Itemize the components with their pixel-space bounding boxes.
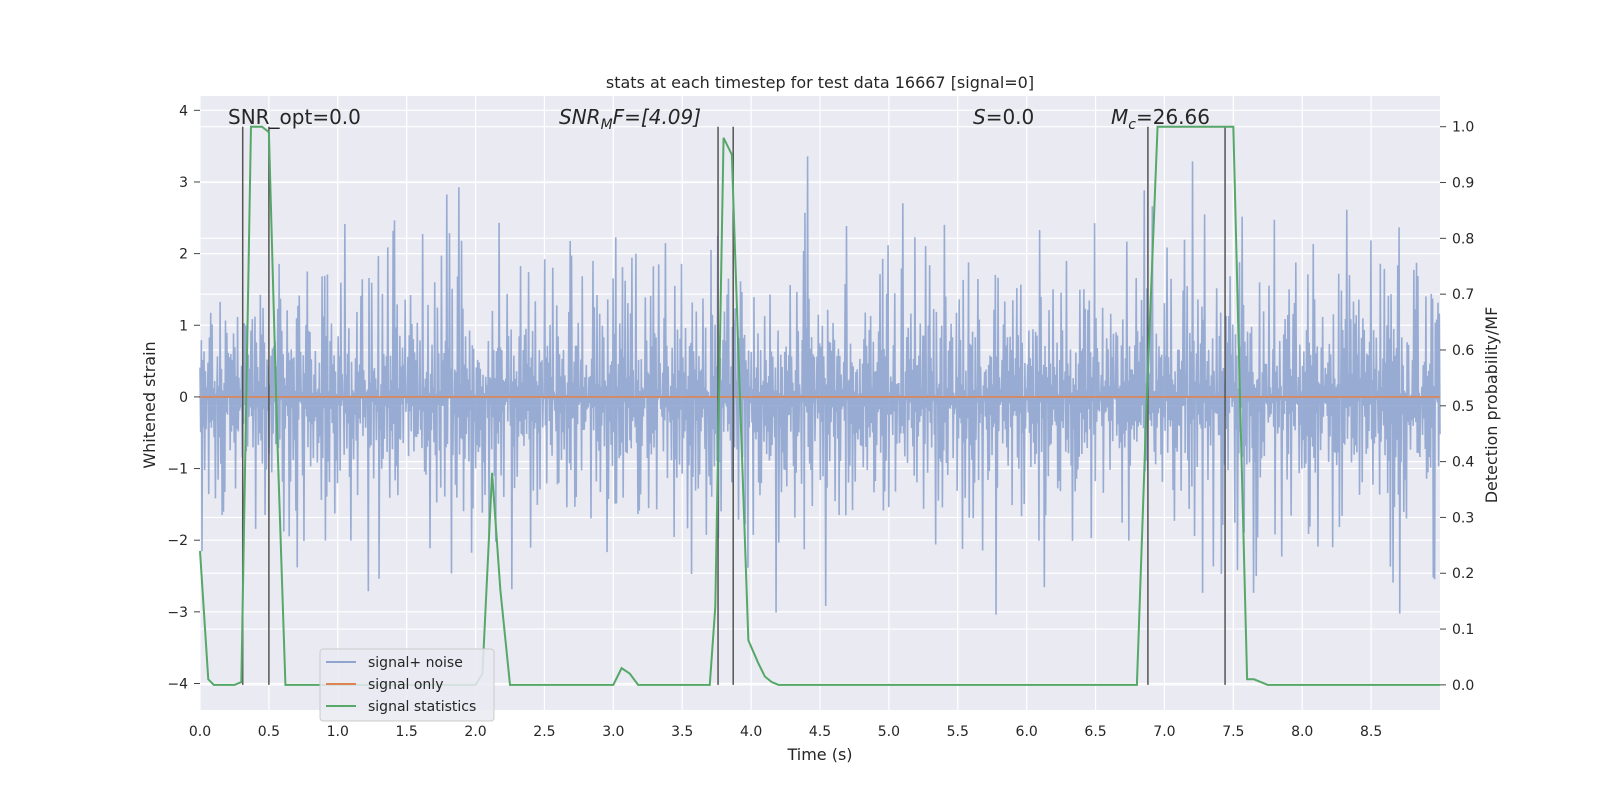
x-tick-label: 5.0 bbox=[878, 724, 900, 740]
y-axis-right-label: Detection probability/MF bbox=[1482, 307, 1501, 504]
y-left-tick-label: 4 bbox=[179, 103, 188, 119]
x-tick-label: 0.5 bbox=[258, 724, 280, 740]
y-left-tick-label: −2 bbox=[167, 533, 188, 549]
annotation-snr-mf: SNRMF=[4.09] bbox=[559, 105, 701, 133]
y-axis-right-ticks: 1.0 0.9 0.8 0.7 0.6 0.5 0.4 0.3 0.2 0.1 0.0 bbox=[1440, 120, 1474, 694]
legend-label-signal-only: signal only bbox=[368, 677, 443, 693]
y-left-tick-label: −1 bbox=[167, 462, 188, 478]
x-tick-label: 1.5 bbox=[396, 724, 418, 740]
x-tick-label: 4.5 bbox=[809, 724, 831, 740]
y-right-tick-label: 0.8 bbox=[1452, 231, 1474, 247]
signal-statistics-line bbox=[199, 125, 1440, 686]
chart-title: stats at each timestep for test data 166… bbox=[606, 73, 1034, 92]
annotation-s: S=0.0 bbox=[973, 105, 1034, 129]
y-left-tick-label: 1 bbox=[179, 318, 188, 334]
legend-label-signal-noise: signal+ noise bbox=[368, 655, 463, 671]
y-left-tick-label: 2 bbox=[179, 247, 188, 263]
x-tick-label: 5.5 bbox=[947, 724, 969, 740]
x-axis-label: Time (s) bbox=[786, 745, 852, 764]
y-axis-left-ticks: 4 3 2 1 0 −1 −2 −3 −4 bbox=[167, 103, 200, 692]
y-right-tick-label: 0.9 bbox=[1452, 176, 1474, 192]
x-tick-label: 8.0 bbox=[1291, 724, 1313, 740]
y-right-tick-label: 0.4 bbox=[1452, 455, 1474, 471]
y-left-tick-label: 0 bbox=[179, 390, 188, 406]
y-right-tick-label: 0.1 bbox=[1452, 622, 1474, 638]
y-right-tick-label: 0.5 bbox=[1452, 399, 1474, 415]
annotation-mc: Mc=26.66 bbox=[1111, 105, 1210, 133]
x-tick-label: 2.5 bbox=[533, 724, 555, 740]
x-tick-label: 3.0 bbox=[602, 724, 624, 740]
legend-box bbox=[319, 648, 495, 722]
signal-statistics-series bbox=[199, 125, 1440, 686]
y-right-tick-label: 0.7 bbox=[1452, 287, 1474, 303]
x-tick-label: 3.5 bbox=[671, 724, 693, 740]
y-left-tick-label: −3 bbox=[167, 605, 188, 621]
x-axis-ticks: 0.0 0.5 1.0 1.5 2.0 2.5 3.0 3.5 4.0 4.5 5.0 5.5 6.0 6… bbox=[189, 724, 1382, 740]
x-tick-label: 7.0 bbox=[1153, 724, 1175, 740]
x-tick-label: 0.0 bbox=[189, 724, 211, 740]
legend-label-signal-statistics: signal statistics bbox=[368, 699, 476, 715]
annotation-snr-opt: SNR_opt=0.0 bbox=[228, 105, 361, 129]
x-tick-label: 7.5 bbox=[1222, 724, 1244, 740]
y-right-tick-label: 0.2 bbox=[1452, 566, 1474, 582]
y-right-tick-label: 0.3 bbox=[1452, 510, 1474, 526]
x-tick-label: 6.0 bbox=[1016, 724, 1038, 740]
y-right-tick-label: 0.6 bbox=[1452, 343, 1474, 359]
y-left-tick-label: 3 bbox=[179, 175, 188, 191]
y-right-tick-label: 1.0 bbox=[1452, 120, 1474, 136]
x-tick-label: 8.5 bbox=[1360, 724, 1382, 740]
x-tick-label: 6.5 bbox=[1084, 724, 1106, 740]
x-tick-label: 1.0 bbox=[327, 724, 349, 740]
y-left-tick-label: −4 bbox=[167, 676, 188, 692]
y-right-tick-label: 0.0 bbox=[1452, 678, 1474, 694]
legend: signal+ noise signal only signal statist… bbox=[319, 648, 495, 722]
y-axis-left-label: Whitened strain bbox=[140, 341, 159, 468]
x-tick-label: 2.0 bbox=[464, 724, 486, 740]
x-tick-label: 4.0 bbox=[740, 724, 762, 740]
